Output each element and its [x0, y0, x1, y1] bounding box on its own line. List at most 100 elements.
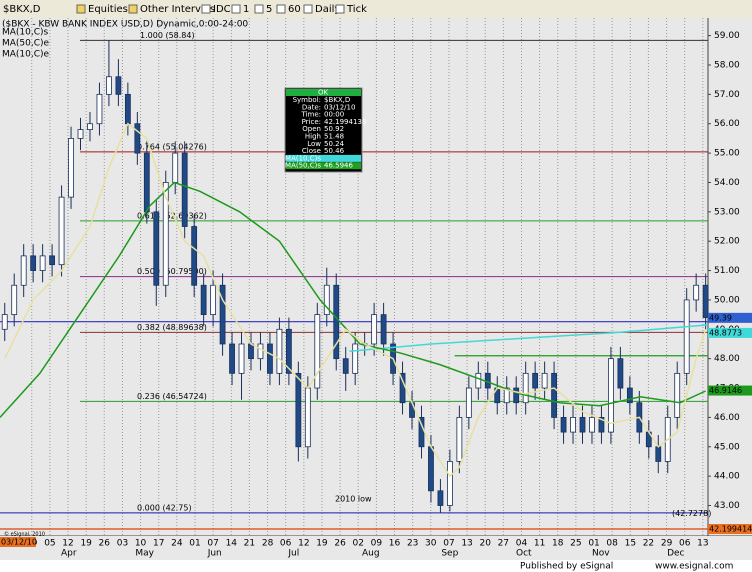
y-tick-label: 44.00: [714, 472, 740, 482]
toolbar-button[interactable]: 60: [288, 4, 301, 15]
candle-body: [11, 284, 18, 316]
candle-body: [162, 182, 169, 286]
toolbar-button[interactable]: Other Intervals: [140, 4, 215, 15]
y-tick-label: 46.00: [714, 413, 740, 423]
y-tick-label: 54.00: [714, 178, 740, 188]
x-tick-label: 20: [480, 539, 492, 549]
y-tick-label: 56.00: [714, 119, 740, 129]
candle-body: [323, 284, 330, 316]
fib-label: 0.618 (52.69362): [137, 211, 207, 220]
x-tick-label: 27: [498, 539, 509, 549]
fib-label: 0.764 (55.04276): [137, 142, 207, 151]
toolbar-icon: [128, 4, 138, 14]
candle-body: [428, 446, 434, 492]
x-tick-label: 02: [352, 539, 363, 549]
candle-body: [295, 372, 302, 448]
candle-body: [181, 152, 188, 227]
x-tick-label: 19: [80, 539, 92, 549]
toolbar-icon: [276, 4, 286, 14]
tooltip-title: OK: [318, 89, 329, 97]
toolbar-button[interactable]: Daily: [315, 4, 340, 15]
month-label: Nov: [592, 549, 610, 559]
month-label: Aug: [362, 549, 380, 559]
tooltip-value: 00:00: [324, 111, 344, 119]
candle-body: [229, 343, 235, 374]
toolbar-button[interactable]: $BKX,D: [3, 4, 41, 15]
candle-body: [143, 152, 150, 213]
y-tick-label: 53.00: [714, 207, 740, 217]
y-tick-label: 43.00: [714, 501, 740, 511]
candle-body: [257, 343, 264, 360]
legend-entry: MA(10,C)s: [2, 28, 49, 38]
candle-body: [304, 387, 311, 448]
candle-body: [49, 255, 55, 266]
x-tick-label: 29: [661, 539, 673, 549]
toolbar: [0, 0, 752, 18]
candle-body: [532, 372, 539, 389]
toolbar-icon: [254, 4, 264, 14]
toolbar-icon: [335, 4, 345, 14]
annotation: 2010 low: [335, 494, 372, 503]
x-tick-label: 30: [425, 539, 437, 549]
candle-body: [153, 211, 160, 286]
month-label: Jul: [287, 549, 299, 559]
tooltip-key: Time:: [301, 111, 322, 119]
month-label: Dec: [667, 549, 684, 559]
toolbar-icon: [76, 4, 86, 14]
price-label: 42.199414: [709, 525, 752, 534]
candle-body: [560, 417, 567, 433]
toolbar-button[interactable]: IDC: [213, 4, 231, 15]
url: www.esignal.com: [655, 562, 733, 572]
price-label: 46.9146: [709, 386, 742, 395]
candle-body: [380, 314, 387, 345]
candle-body: [437, 490, 444, 506]
candle-body: [172, 152, 179, 183]
x-tick-label: 26: [99, 539, 111, 549]
x-tick-label: 07: [443, 539, 454, 549]
tooltip-value: 50.46: [324, 147, 345, 155]
ma-line: [349, 324, 708, 353]
candle-body: [191, 226, 198, 286]
candle-body: [352, 343, 359, 374]
x-tick-label: 17: [153, 539, 164, 549]
candle-body: [87, 123, 93, 130]
candle-body: [210, 284, 217, 316]
candle-body: [674, 372, 681, 418]
x-tick-label: 04: [516, 539, 528, 549]
tooltip-key: MA(50,C)s: [285, 162, 321, 170]
candle-body: [58, 196, 65, 266]
month-label: Oct: [516, 549, 532, 559]
candle-body: [522, 372, 529, 404]
publisher: Published by eSignal: [520, 562, 613, 572]
candle-body: [693, 284, 700, 301]
tooltip-value: 46.5946: [324, 162, 353, 170]
candle-body: [106, 76, 112, 95]
x-tick-label: 07: [207, 539, 218, 549]
x-tick-label: 06: [679, 539, 691, 549]
toolbar-button[interactable]: 1: [243, 4, 249, 15]
candle-body: [115, 76, 122, 95]
tooltip-key: Symbol:: [293, 96, 321, 104]
toolbar-button[interactable]: Tick: [346, 4, 367, 15]
candle-body: [342, 358, 349, 374]
toolbar-button[interactable]: Equities: [88, 4, 128, 15]
tooltip-row-bg: [286, 154, 361, 162]
x-tick-label: 23: [407, 539, 418, 549]
candle-body: [77, 129, 84, 139]
tooltip-value: 50.92: [324, 125, 344, 133]
tooltip-key: Low: [307, 140, 321, 148]
candle-body: [134, 123, 141, 154]
candle-body: [267, 343, 273, 374]
candle-body: [465, 387, 472, 418]
toolbar-icon: [231, 4, 241, 14]
candle-body: [570, 417, 576, 433]
toolbar-button[interactable]: 5: [266, 4, 272, 15]
tooltip-key: Open: [302, 125, 321, 133]
x-tick-label: 18: [552, 539, 564, 549]
candle-body: [238, 343, 245, 374]
y-tick-label: 58.00: [714, 60, 740, 70]
candle-body: [285, 328, 292, 374]
fib-label: 0.236 (46.54724): [137, 392, 207, 401]
candle-body: [276, 328, 283, 374]
